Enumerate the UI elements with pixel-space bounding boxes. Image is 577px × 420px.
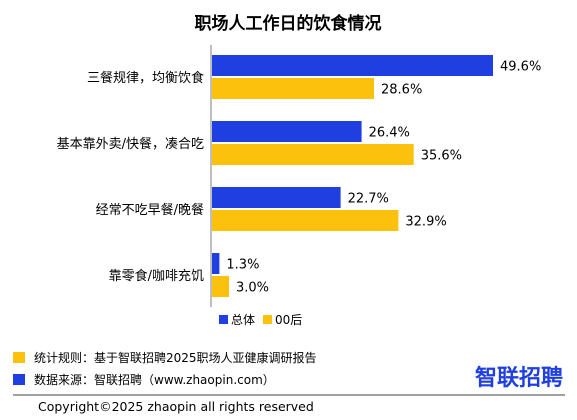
bar-00s: [212, 78, 374, 99]
bar-00s: [212, 144, 414, 165]
data-source-marker: [13, 374, 25, 385]
data-label-total: 49.6%: [500, 60, 541, 75]
footer: 统计规则：基于智联招聘2025职场人亚健康调研报告 数据来源：智联招聘（www.…: [13, 350, 565, 414]
bar-00s: [212, 276, 229, 297]
brand-logo-text: 智联招聘: [475, 365, 563, 391]
copyright-text: Copyright©2025 zhaopin all rights reserv…: [38, 399, 314, 414]
legend-label-total: 总体: [231, 313, 255, 327]
bar-total: [212, 187, 341, 208]
stat-rule-marker: [13, 352, 25, 363]
data-label-00s: 3.0%: [236, 281, 269, 296]
bar-total: [212, 121, 362, 142]
chart-marks: 三餐规律，均衡饮食 49.6% 28.6% 基本靠外卖/快餐，凑合吃 26.4% 35.6…: [57, 55, 541, 297]
bar-total: [212, 55, 493, 76]
category-label: 经常不吃早餐/晚餐: [96, 202, 204, 218]
data-label-00s: 35.6%: [421, 149, 462, 164]
data-source-text: 数据来源：智联招聘（www.zhaopin.com）: [34, 372, 275, 387]
legend-swatch-total: [219, 315, 228, 324]
category-label: 靠零食/咖啡充饥: [109, 268, 204, 284]
category-label: 三餐规律，均衡饮食: [87, 70, 204, 86]
chart-title: 职场人工作日的饮食情况: [195, 13, 382, 34]
data-label-00s: 28.6%: [381, 83, 422, 98]
legend-label-00s: 00后: [275, 313, 302, 327]
legend-swatch-00s: [263, 315, 272, 324]
legend: 总体 00后: [219, 313, 302, 327]
data-label-total: 22.7%: [348, 192, 389, 207]
data-label-00s: 32.9%: [405, 215, 446, 230]
bar-00s: [212, 210, 399, 231]
bar-total: [212, 253, 220, 274]
stat-rule-text: 统计规则：基于智联招聘2025职场人亚健康调研报告: [34, 350, 317, 365]
data-label-total: 26.4%: [369, 126, 410, 141]
category-label: 基本靠外卖/快餐，凑合吃: [57, 136, 204, 152]
data-label-total: 1.3%: [226, 258, 259, 273]
